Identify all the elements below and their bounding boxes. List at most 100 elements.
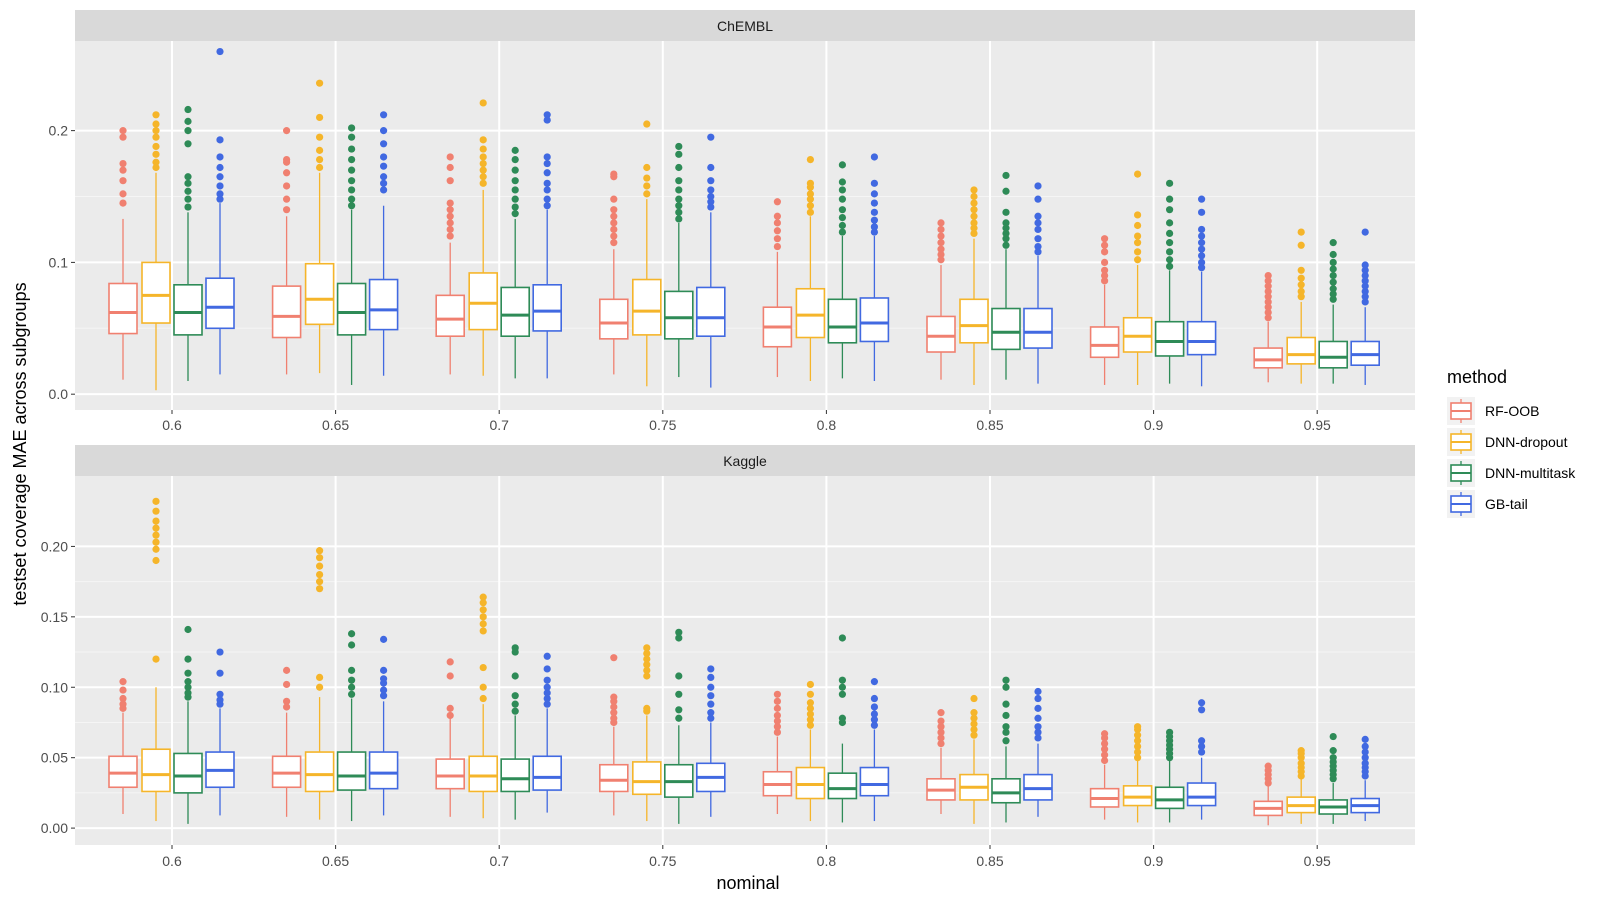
box [500, 644, 531, 820]
box [663, 142, 694, 378]
x-tick-label: 0.75 [649, 853, 676, 869]
outlier-point [610, 206, 618, 214]
outlier-point [610, 239, 618, 247]
outlier-point [1198, 264, 1206, 272]
outlier-point [184, 655, 192, 663]
outlier-point [1101, 739, 1109, 748]
box-iqr [859, 297, 890, 343]
box [959, 186, 989, 385]
legend: method RF-OOB DNN-dropout DNN-multitask GB-… [1447, 367, 1576, 518]
outlier-point [1134, 239, 1142, 247]
box [762, 690, 793, 815]
outlier-point [184, 140, 192, 148]
outlier-point [610, 232, 618, 240]
box-iqr [271, 285, 302, 339]
outlier-point [870, 703, 879, 711]
outlier-point [316, 683, 324, 691]
outlier-point [838, 683, 847, 691]
outlier-point [380, 635, 388, 643]
outlier-point [1361, 282, 1369, 290]
outlier-point [806, 156, 815, 164]
outlier-point [283, 703, 291, 711]
box [368, 635, 399, 816]
outlier-point [838, 221, 847, 230]
outlier-point [773, 227, 782, 235]
outlier-point [937, 717, 945, 725]
box-iqr [205, 277, 235, 330]
outlier-point [1264, 308, 1272, 317]
box-iqr [663, 290, 694, 340]
outlier-point [643, 120, 651, 128]
box [795, 680, 826, 822]
outlier-point [380, 686, 388, 694]
outlier-point [184, 625, 192, 634]
outlier-point [119, 686, 127, 694]
outlier-point [838, 178, 847, 186]
outlier-point [316, 156, 324, 164]
outlier-point [1034, 195, 1042, 203]
outlier-point [1361, 228, 1369, 236]
outlier-point [1134, 170, 1142, 178]
box [991, 171, 1021, 380]
outlier-point [1134, 742, 1142, 751]
outlier-point [1361, 754, 1369, 762]
outlier-point [1134, 748, 1142, 756]
box [959, 694, 989, 824]
outlier-point [870, 228, 879, 236]
outlier-point [511, 700, 519, 708]
outlier-point [970, 219, 978, 227]
box [1089, 730, 1120, 820]
outlier-point [707, 709, 715, 717]
box-iqr [532, 284, 563, 332]
outlier-point [380, 173, 388, 181]
outlier-point [1166, 728, 1174, 736]
outlier-point [1297, 747, 1305, 755]
outlier-point [152, 524, 160, 532]
outlier-point [707, 177, 715, 185]
outlier-point [1361, 742, 1369, 751]
outlier-point [610, 219, 618, 227]
outlier-point [806, 710, 815, 718]
box [173, 105, 203, 382]
outlier-point [283, 666, 291, 674]
outlier-point [1166, 206, 1174, 214]
outlier-point [1002, 700, 1010, 708]
outlier-point [610, 225, 618, 234]
outlier-point [511, 177, 519, 185]
outlier-point [152, 142, 160, 151]
outlier-point [543, 700, 551, 708]
outlier-point [870, 179, 879, 187]
box-iqr [1154, 320, 1185, 357]
box [173, 625, 203, 824]
outlier-point [511, 156, 519, 164]
outlier-point [479, 173, 487, 181]
outlier-point [675, 142, 683, 151]
outlier-point [1134, 221, 1142, 230]
outlier-point [543, 153, 551, 161]
outlier-point [610, 693, 618, 701]
box [631, 644, 662, 822]
outlier-point [1198, 252, 1206, 260]
outlier-point [1264, 762, 1272, 770]
outlier-point [446, 199, 454, 207]
outlier-point [970, 709, 978, 717]
outlier-point [380, 675, 388, 683]
outlier-point [380, 127, 388, 135]
outlier-point [643, 661, 651, 669]
outlier-point [119, 694, 127, 703]
legend-keys: RF-OOB DNN-dropout DNN-multitask GB-tail [1447, 397, 1576, 518]
outlier-point [1329, 290, 1337, 298]
box-iqr [435, 294, 466, 338]
outlier-point [543, 116, 551, 124]
outlier-point [184, 203, 192, 211]
x-tick-label: 0.95 [1304, 853, 1331, 869]
outlier-point [870, 678, 879, 686]
box [532, 652, 563, 813]
outlier-point [184, 127, 192, 135]
outlier-point [316, 547, 324, 555]
outlier-point [479, 153, 487, 161]
outlier-point [675, 672, 683, 680]
outlier-point [1329, 285, 1337, 293]
outlier-point [1134, 737, 1142, 745]
